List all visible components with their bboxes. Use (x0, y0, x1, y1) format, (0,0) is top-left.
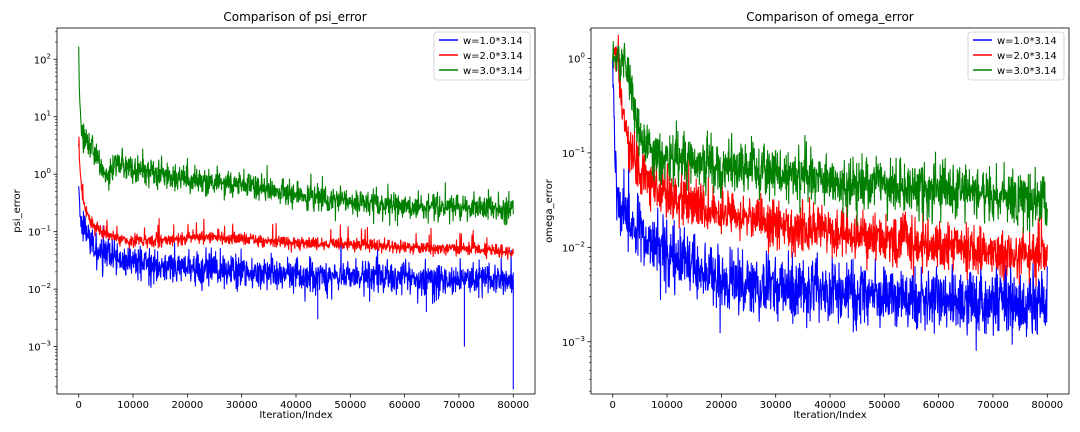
x-tick-label: 20000 (171, 400, 203, 411)
x-tick-label: 60000 (923, 400, 955, 411)
x-axis: 0 10000 20000 30000 40000 50000 60000 70000 8000… (76, 394, 529, 411)
x-tick-label: 30000 (760, 400, 792, 411)
y-tick-label: 10−1 (28, 225, 51, 239)
legend-box (433, 31, 531, 81)
legend-box (967, 31, 1065, 81)
x-tick-label: 20000 (705, 400, 737, 411)
y-tick-label: 101 (34, 110, 51, 124)
x-tick-label: 30000 (226, 400, 258, 411)
y-tick-label: 10−3 (28, 340, 51, 354)
chart-psi-error: Comparison of psi_error 0 10000 20000 30000… (12, 10, 536, 421)
legend-label-w1: w=1.0*3.14 (463, 36, 523, 47)
legend-label-w1: w=1.0*3.14 (997, 36, 1057, 47)
x-axis-label: Iteration/Index (259, 410, 332, 421)
y-axis: 10−3 10−2 10−1 100 101 102 (28, 31, 57, 388)
x-tick-label: 70000 (977, 400, 1009, 411)
x-tick-label: 80000 (1031, 400, 1063, 411)
y-axis-label: psi_error (12, 188, 23, 232)
x-tick-label: 0 (610, 400, 616, 411)
legend: w=1.0*3.14 w=2.0*3.14 w=3.0*3.14 (433, 31, 531, 81)
y-tick-label: 10−2 (28, 282, 51, 296)
y-tick-label: 100 (568, 51, 585, 65)
x-tick-label: 10000 (117, 400, 149, 411)
series-line (612, 59, 1048, 351)
x-tick-label: 50000 (334, 400, 366, 411)
y-tick-label: 102 (34, 52, 51, 66)
y-tick-label: 100 (34, 167, 51, 181)
x-axis-label: Iteration/Index (793, 410, 866, 421)
series-line (78, 46, 514, 227)
legend: w=1.0*3.14 w=2.0*3.14 w=3.0*3.14 (967, 31, 1065, 81)
y-axis: 10−3 10−2 10−1 100 (562, 29, 591, 392)
x-tick-label: 60000 (389, 400, 421, 411)
chart-title: Comparison of psi_error (223, 10, 366, 24)
series-group (78, 46, 514, 390)
x-tick-label: 40000 (814, 400, 846, 411)
x-axis: 0 10000 20000 30000 40000 50000 60000 70000 8000… (610, 394, 1063, 411)
series-line (78, 136, 514, 260)
x-tick-label: 40000 (280, 400, 312, 411)
plot-frame (590, 27, 1070, 395)
chart-title: Comparison of omega_error (746, 10, 914, 24)
y-axis-label: omega_error (544, 178, 555, 243)
legend-label-w3: w=3.0*3.14 (463, 66, 523, 77)
series-group (612, 34, 1048, 351)
legend-label-w2: w=2.0*3.14 (463, 51, 523, 62)
x-tick-label: 70000 (443, 400, 475, 411)
plot-frame (56, 27, 536, 395)
y-tick-label: 10−3 (562, 335, 585, 349)
x-tick-label: 0 (76, 400, 82, 411)
chart-omega-error: Comparison of omega_error 0 10000 20000 300… (544, 10, 1070, 421)
series-line (612, 41, 1048, 234)
x-tick-label: 80000 (497, 400, 529, 411)
y-tick-label: 10−2 (562, 240, 585, 254)
x-tick-label: 10000 (651, 400, 683, 411)
x-tick-label: 50000 (868, 400, 900, 411)
legend-label-w2: w=2.0*3.14 (997, 51, 1057, 62)
legend-label-w3: w=3.0*3.14 (997, 66, 1057, 77)
series-line (612, 34, 1048, 287)
y-tick-label: 10−1 (562, 146, 585, 160)
series-line (78, 186, 514, 305)
